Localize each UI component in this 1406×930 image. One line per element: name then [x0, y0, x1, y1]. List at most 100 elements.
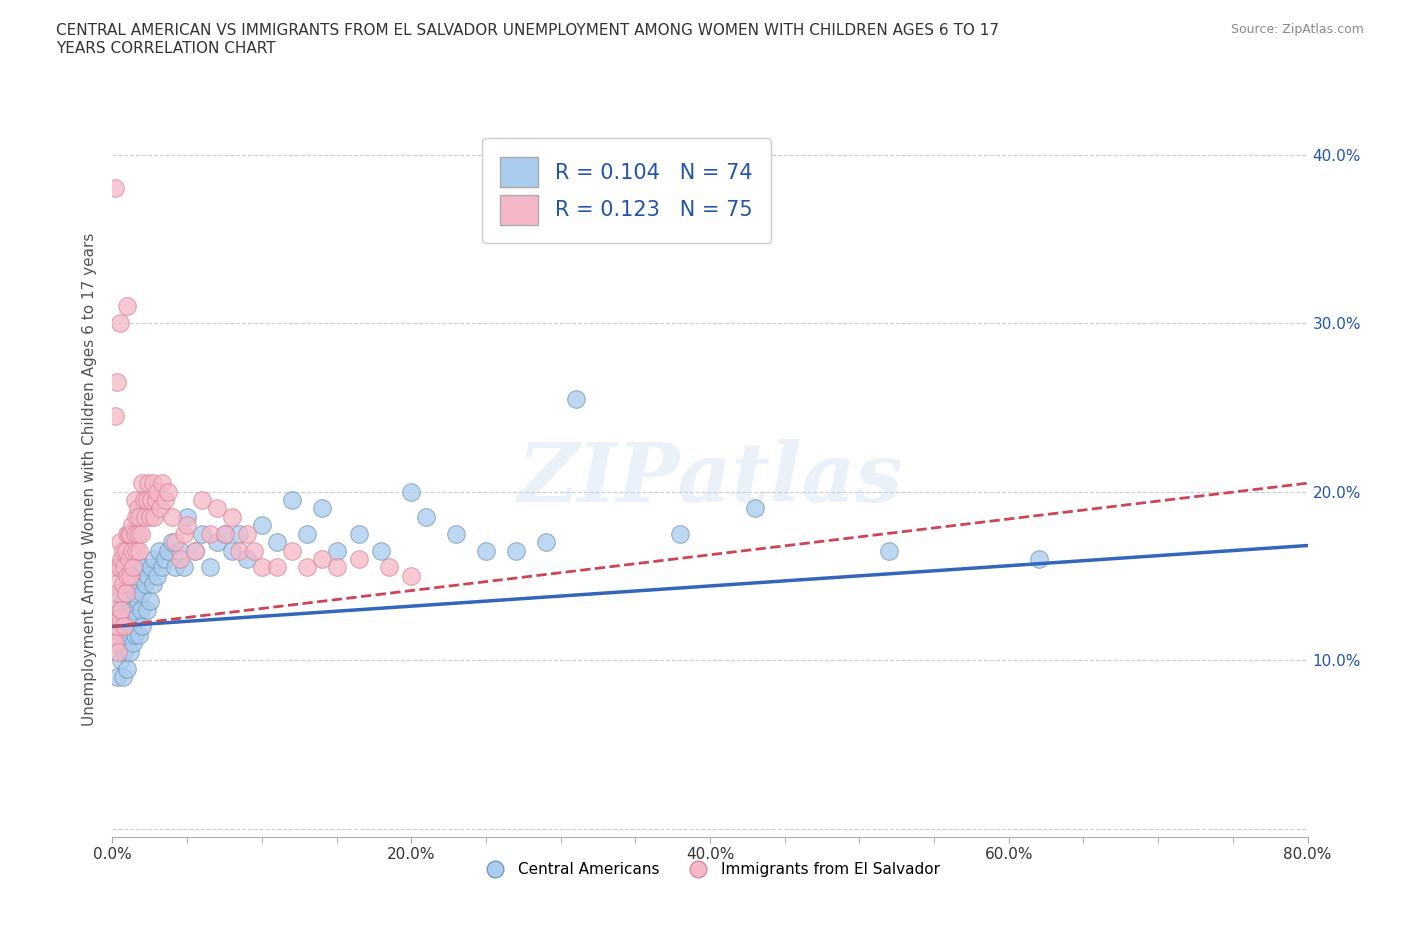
Point [118, 526, 141, 541]
Point [1028, 551, 1050, 566]
Point [128, 510, 150, 525]
Point [120, 568, 142, 583]
Point [143, 510, 166, 525]
Point [250, 560, 273, 575]
Point [110, 653, 132, 668]
Point [127, 593, 149, 608]
Point [138, 568, 160, 583]
Point [127, 501, 149, 516]
Point [110, 551, 132, 566]
Point [128, 560, 150, 575]
Point [114, 619, 135, 634]
Point [134, 577, 156, 591]
Point [325, 560, 347, 575]
Point [156, 543, 179, 558]
Point [105, 670, 128, 684]
Point [198, 560, 221, 575]
Point [205, 535, 228, 550]
Point [124, 585, 146, 600]
Point [120, 644, 142, 659]
Point [176, 510, 198, 525]
Point [107, 585, 129, 600]
Point [105, 619, 128, 634]
Point [131, 619, 153, 634]
Point [134, 510, 156, 525]
Point [104, 636, 127, 651]
Point [127, 526, 149, 541]
Point [378, 560, 401, 575]
Point [125, 510, 148, 525]
Point [153, 551, 176, 566]
Point [128, 543, 150, 558]
Point [104, 577, 127, 591]
Point [132, 560, 155, 575]
Point [183, 543, 205, 558]
Point [111, 543, 134, 558]
Point [139, 510, 162, 525]
Point [131, 476, 153, 491]
Point [121, 619, 143, 634]
Point [108, 602, 131, 617]
Point [129, 602, 152, 617]
Point [108, 315, 131, 330]
Point [173, 526, 195, 541]
Point [176, 518, 198, 533]
Point [183, 543, 205, 558]
Y-axis label: Unemployment Among Women with Children Ages 6 to 17 years: Unemployment Among Women with Children A… [82, 232, 97, 725]
Point [295, 526, 318, 541]
Point [266, 535, 288, 550]
Point [281, 493, 304, 508]
Point [131, 585, 153, 600]
Point [150, 560, 173, 575]
Point [114, 560, 135, 575]
Point [111, 577, 134, 591]
Point [124, 493, 146, 508]
Point [149, 501, 172, 516]
Point [162, 510, 183, 525]
Point [148, 543, 170, 558]
Point [191, 493, 214, 508]
Point [124, 526, 146, 541]
Point [370, 543, 392, 558]
Point [108, 610, 131, 625]
Point [104, 180, 127, 195]
Point [214, 526, 236, 541]
Text: CENTRAL AMERICAN VS IMMIGRANTS FROM EL SALVADOR UNEMPLOYMENT AMONG WOMEN WITH CH: CENTRAL AMERICAN VS IMMIGRANTS FROM EL S… [56, 23, 1000, 56]
Point [146, 485, 169, 499]
Point [128, 628, 150, 643]
Point [117, 661, 139, 676]
Point [120, 602, 142, 617]
Point [122, 602, 145, 617]
Point [122, 560, 145, 575]
Point [142, 476, 165, 491]
Point [122, 636, 145, 651]
Point [347, 551, 370, 566]
Point [156, 485, 179, 499]
Point [221, 543, 243, 558]
Point [107, 644, 129, 659]
Text: ZIPatlas: ZIPatlas [517, 439, 903, 519]
Point [107, 636, 129, 651]
Point [117, 610, 139, 625]
Point [169, 543, 191, 558]
Point [165, 535, 187, 550]
Point [111, 670, 134, 684]
Point [121, 577, 143, 591]
Point [129, 526, 152, 541]
Point [173, 560, 195, 575]
Point [165, 560, 187, 575]
Point [114, 644, 135, 659]
Point [401, 485, 423, 499]
Point [121, 518, 143, 533]
Point [135, 493, 157, 508]
Point [311, 551, 333, 566]
Point [564, 392, 586, 406]
Point [401, 568, 423, 583]
Point [169, 551, 191, 566]
Point [115, 543, 138, 558]
Point [110, 602, 132, 617]
Point [250, 518, 273, 533]
Point [534, 535, 557, 550]
Point [117, 568, 139, 583]
Point [145, 493, 167, 508]
